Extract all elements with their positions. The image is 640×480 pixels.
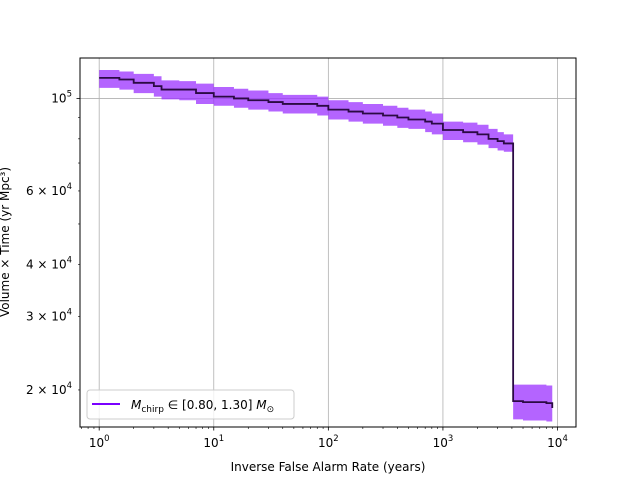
y-tick-label: 4 × 104 [26,255,72,271]
x-tick-label: 104 [547,434,568,450]
legend-label: Mchirp ∈ [0.80, 1.30] M⊙ [131,398,274,415]
legend-box [86,389,295,420]
y-tick-label: 3 × 104 [26,308,72,324]
series-line-layer [99,76,554,409]
y-axis-label: Volume × Time (yr Mpc³) [0,167,12,317]
y-tick-label: 2 × 104 [26,381,72,397]
x-tick-label: 101 [203,434,224,450]
x-tick-label: 100 [89,434,110,450]
y-axis-ticks: 2 × 104 3 × 104 4 × 104 6 × 104 105 [26,89,80,397]
x-tick-label: 103 [433,434,454,450]
x-axis-ticks: 100 101 102 103 104 [81,427,568,450]
y-tick-label: 105 [51,89,72,105]
y-tick-label: 6 × 104 [26,182,72,198]
x-tick-label: 102 [318,434,339,450]
x-axis-label: Inverse False Alarm Rate (years) [231,460,426,474]
series-line [99,76,554,409]
legend: Mchirp ∈ [0.80, 1.30] M⊙ [86,389,295,420]
